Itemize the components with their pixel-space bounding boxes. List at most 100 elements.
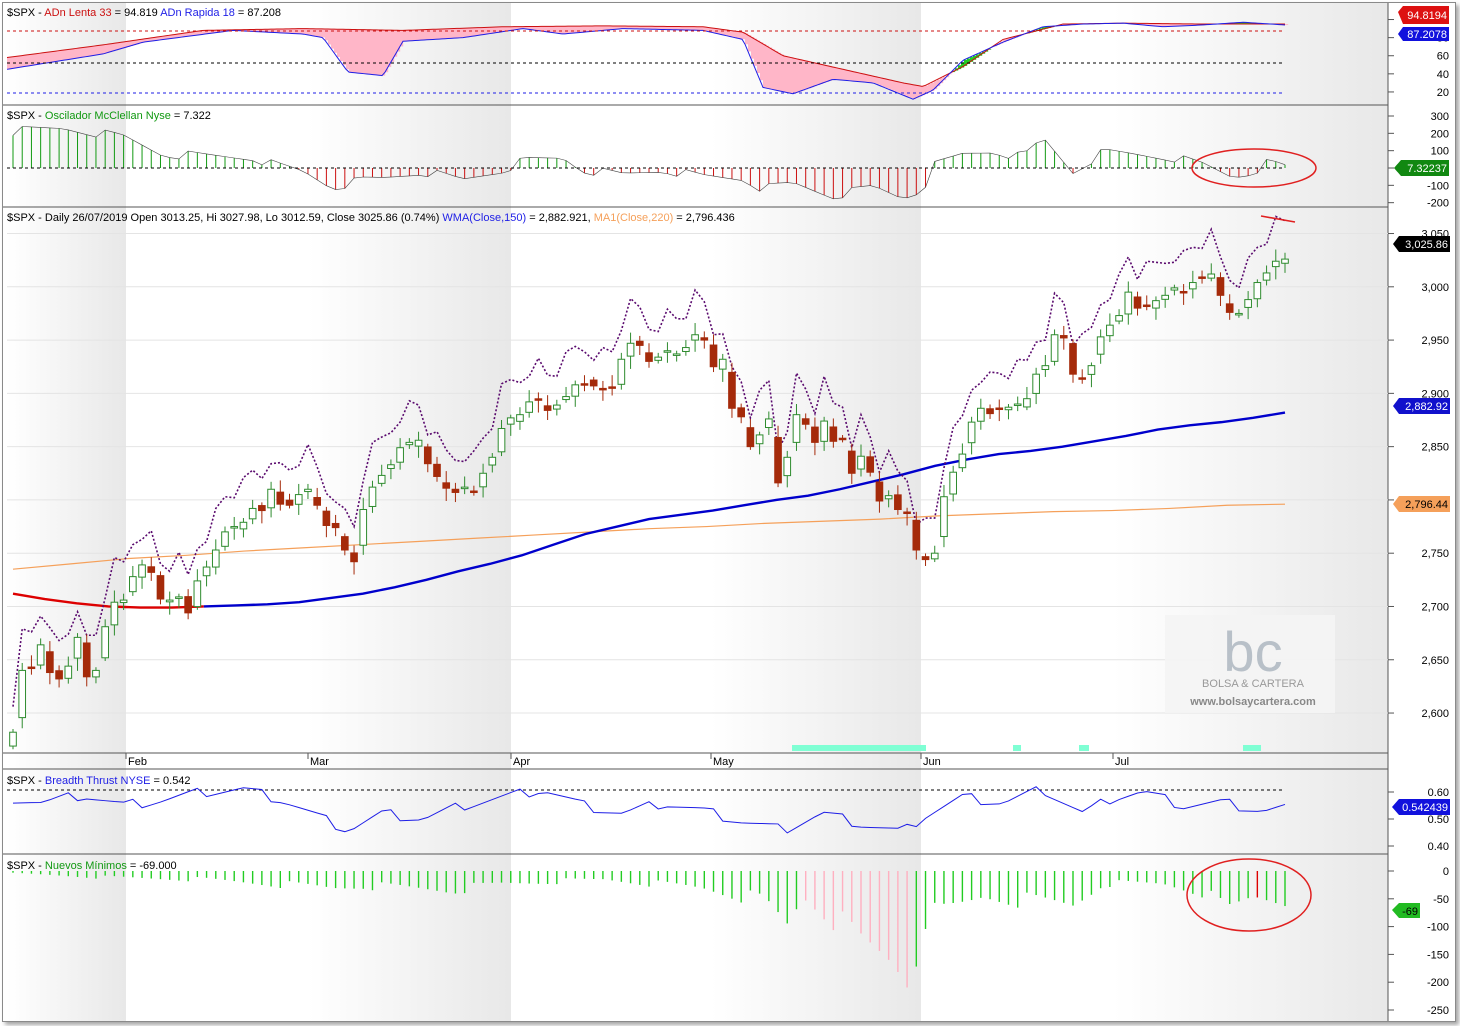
candle-body [405, 441, 414, 446]
candle-body [221, 531, 229, 547]
candle [479, 463, 487, 498]
candle-body [193, 580, 202, 608]
adn-panel [6, 21, 1289, 100]
candle-body [1207, 273, 1216, 279]
mcclellan-panel [7, 126, 1286, 200]
candle-body [635, 340, 644, 346]
candle [239, 518, 248, 538]
candle-body [1096, 336, 1105, 355]
candle [1023, 386, 1031, 411]
candle-body [608, 386, 616, 389]
candle-body [1124, 291, 1133, 315]
candle-body [765, 418, 773, 429]
price-tick-label: 2,850 [1421, 442, 1449, 454]
candle-body [36, 644, 45, 666]
price-tick-label: 2,600 [1421, 708, 1449, 720]
month-bands [7, 3, 1388, 1021]
candle-body [1225, 303, 1234, 313]
breadth-thrust-panel [7, 786, 1286, 834]
candle [1142, 295, 1151, 311]
mcclellan-line [12, 126, 1286, 200]
candle-body [248, 507, 257, 520]
wma150-early-line [12, 592, 204, 609]
candle [1087, 362, 1096, 388]
candle [682, 340, 690, 356]
candle [709, 334, 718, 373]
candle-body [138, 564, 146, 578]
candle-body [1023, 398, 1031, 408]
candle [875, 471, 884, 513]
candle [617, 352, 626, 390]
new-lows-tick-label: -50 [1433, 894, 1449, 906]
candles [9, 249, 1289, 750]
candle-body [829, 426, 838, 442]
breadth-overlay-line [12, 215, 1286, 707]
candle-body [414, 439, 423, 447]
candle-body [479, 472, 487, 488]
svg-text:94.8194: 94.8194 [1407, 10, 1447, 22]
candle [414, 431, 423, 458]
candle [635, 335, 644, 355]
new-lows-tick-label: -100 [1427, 922, 1449, 934]
adn-slow-line [6, 22, 1285, 87]
candle-body [1142, 304, 1151, 308]
candle-body [654, 356, 663, 361]
candle-body [1087, 365, 1096, 375]
candle [488, 453, 497, 473]
candle-body [718, 358, 727, 370]
candle-body [451, 488, 460, 493]
candle-body [1050, 334, 1059, 362]
candle-body [1152, 300, 1160, 309]
adn-badge-fast: 87.2078 [1398, 27, 1449, 41]
candle [350, 545, 358, 575]
candle-body [119, 599, 128, 604]
candle-body [1179, 290, 1188, 294]
candle-body [497, 428, 506, 453]
price-tick-label: 2,950 [1421, 335, 1449, 347]
candle [1032, 367, 1040, 405]
new-lows-annotation-circle [1186, 858, 1312, 932]
candle-body [470, 490, 478, 494]
candle-body [958, 453, 967, 469]
candle-body [977, 407, 985, 422]
candle [700, 331, 709, 349]
new-lows-title: $SPX - Nuevos Mínimos = -69.000 [7, 860, 177, 872]
candle [193, 569, 202, 610]
candle [36, 638, 45, 670]
candle [1244, 291, 1252, 320]
candle [387, 459, 395, 480]
candle [294, 483, 303, 515]
candle-body [783, 456, 792, 477]
month-label: May [713, 756, 734, 768]
new-lows-tick-label: -250 [1427, 1005, 1449, 1017]
breadth-thrust-tick-label: 0.60 [1428, 787, 1449, 799]
price-tick-label: 2,700 [1421, 601, 1449, 613]
candle [405, 438, 414, 449]
candle-body [1133, 296, 1142, 309]
candle-body [341, 536, 349, 551]
candle-body [599, 387, 607, 391]
month-band [308, 3, 511, 1021]
candle [949, 465, 957, 502]
mcclellan-tick-label: 200 [1431, 128, 1449, 140]
candle-body [700, 337, 709, 341]
candle-body [101, 626, 109, 659]
candle [1152, 296, 1160, 320]
candle-body [820, 420, 828, 442]
candle-body [571, 384, 580, 397]
candle-body [903, 511, 911, 515]
candle-body [1106, 324, 1114, 337]
candle [27, 655, 36, 675]
candle [977, 398, 985, 430]
candle [958, 443, 967, 472]
candle-body [1271, 260, 1280, 268]
candle [1096, 329, 1105, 364]
candle [1253, 279, 1262, 308]
candle-body [774, 436, 782, 484]
candle [433, 456, 441, 482]
candle-body [617, 358, 626, 385]
candle [285, 493, 294, 509]
mcclellan-annotation-circle [1191, 148, 1317, 188]
adn-badge-slow: 94.8194 [1398, 6, 1449, 24]
candle-body [64, 665, 73, 679]
